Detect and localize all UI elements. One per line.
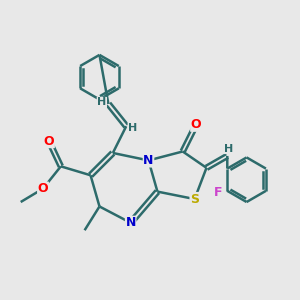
Text: S: S xyxy=(190,193,199,206)
Text: F: F xyxy=(214,186,223,199)
Text: O: O xyxy=(38,182,48,195)
Text: H: H xyxy=(97,98,106,107)
Text: H: H xyxy=(128,123,137,133)
Text: O: O xyxy=(191,118,201,131)
Text: N: N xyxy=(143,154,154,167)
Text: N: N xyxy=(125,216,136,229)
Text: H: H xyxy=(224,143,233,154)
Text: O: O xyxy=(44,135,54,148)
